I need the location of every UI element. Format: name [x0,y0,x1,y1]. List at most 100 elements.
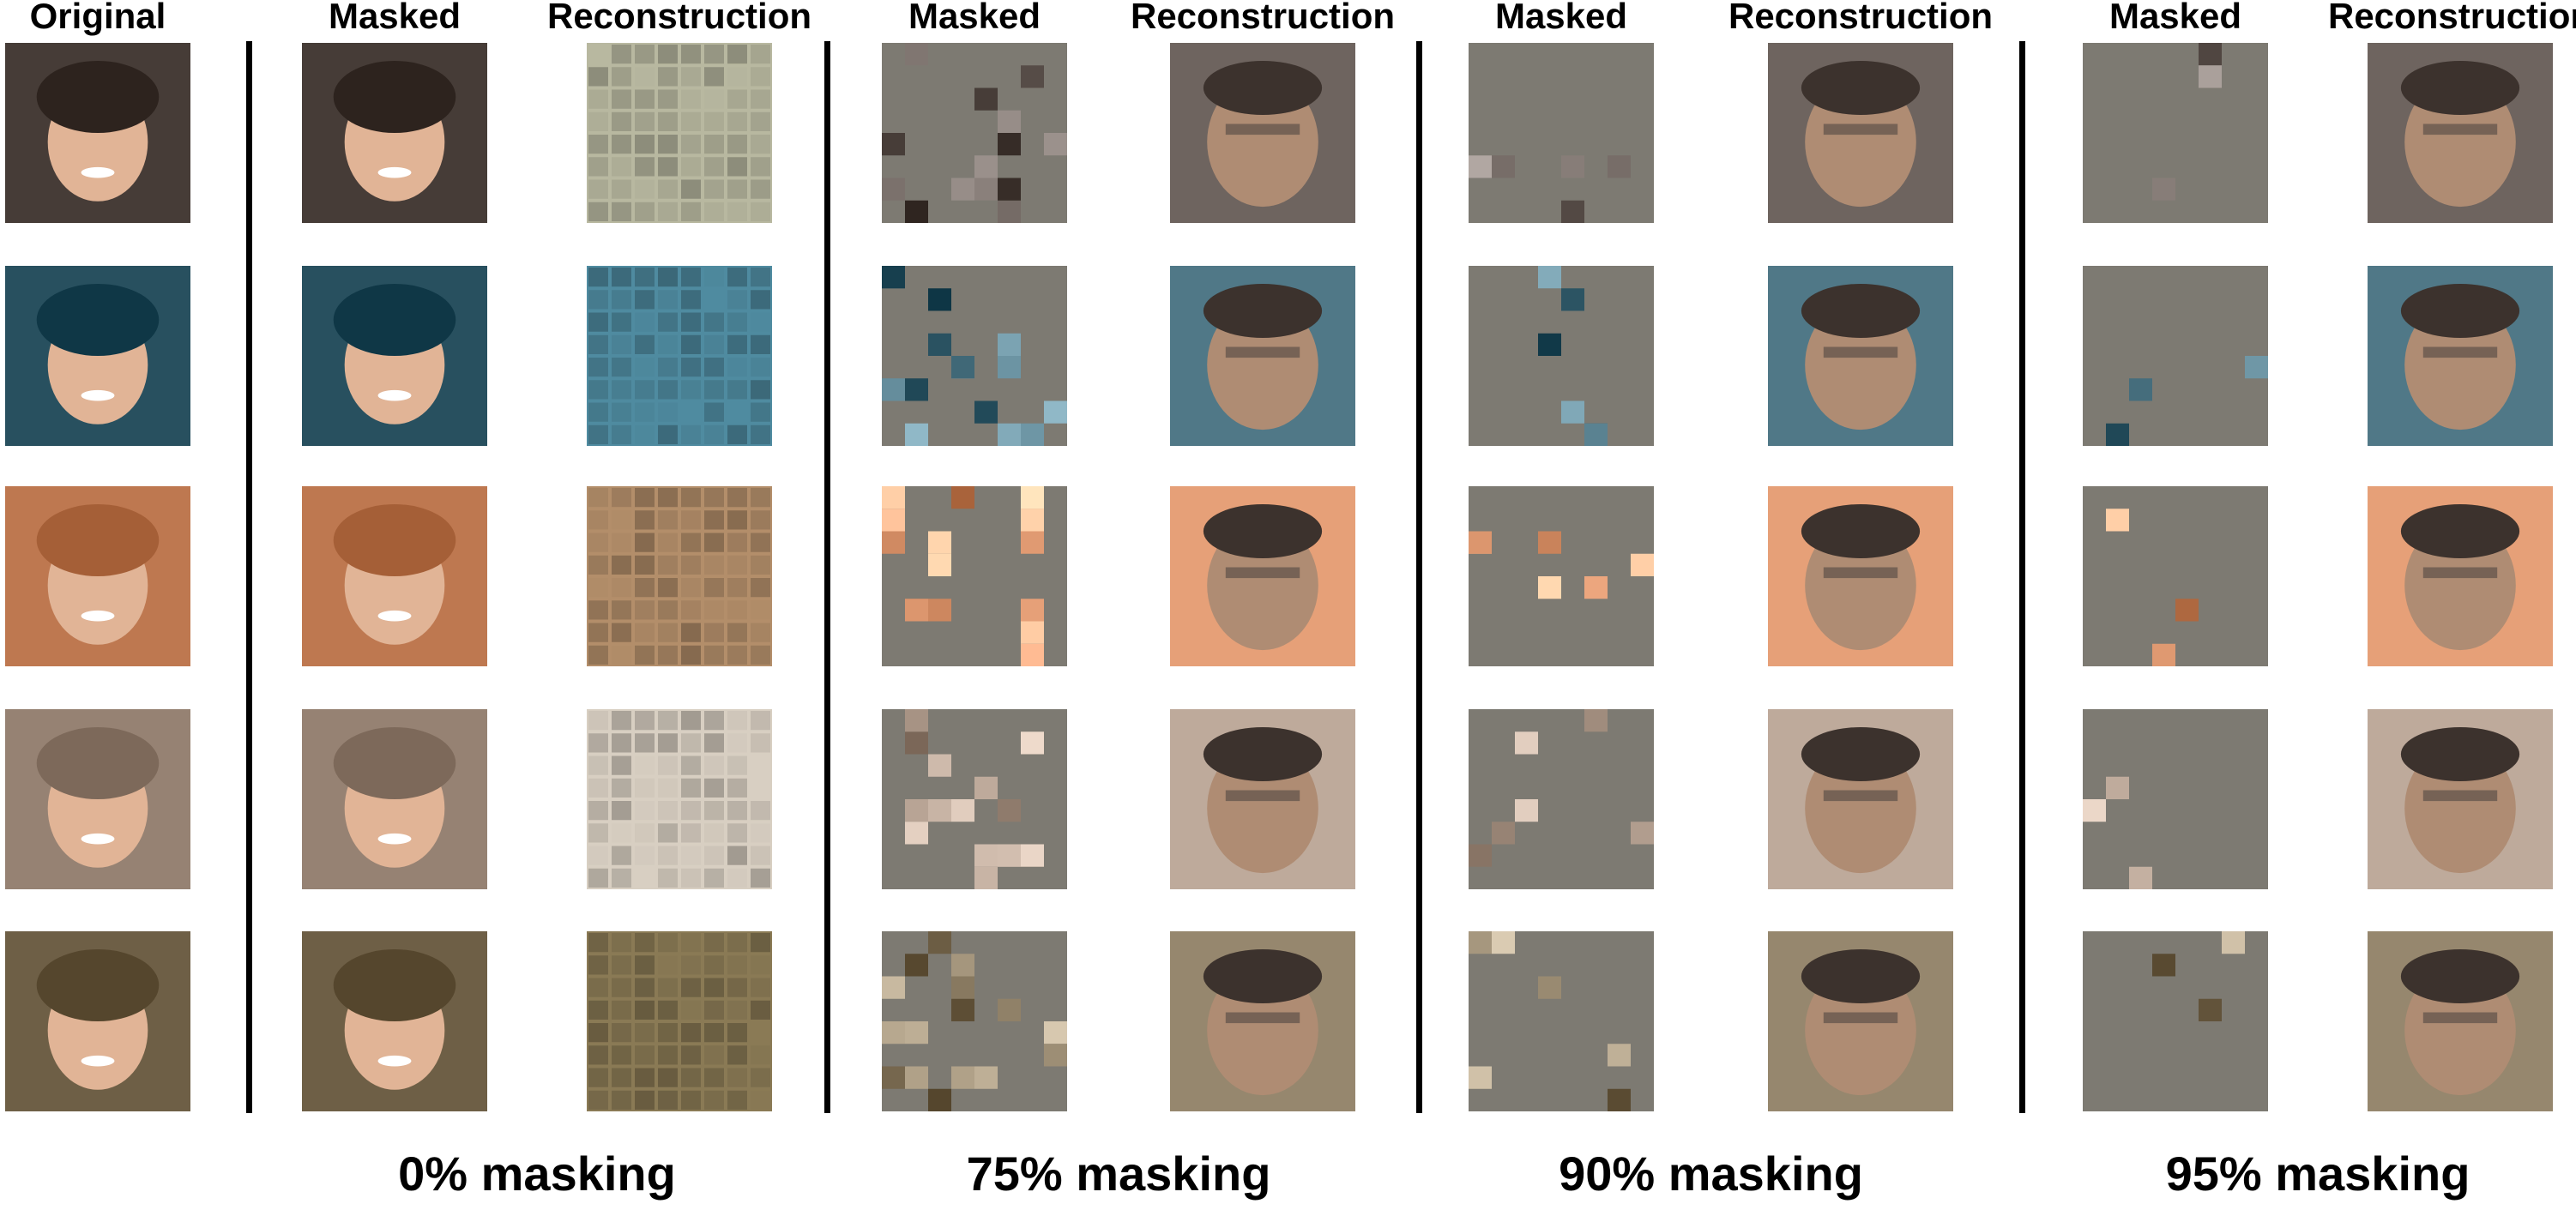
column-header: Reconstruction [2328,0,2576,36]
texture-tile [658,202,678,221]
visible-patch [905,1066,928,1089]
texture-tile [588,510,608,530]
texture-tile [612,380,631,400]
masked-image [882,931,1067,1111]
texture-tile [658,733,678,753]
face-image [5,486,190,666]
texture-tile [751,334,770,354]
texture-tile [612,823,631,842]
visible-patch [974,178,998,201]
texture-tile [727,1000,747,1020]
texture-tile [612,555,631,575]
reconstruction-image [1768,709,1953,889]
masked-image [2083,43,2268,223]
masked-image [1469,709,1654,889]
texture-tile [635,89,655,109]
texture-tile [612,755,631,775]
visible-patch [1608,1044,1631,1067]
visible-patch [998,844,1021,867]
texture-tile [704,933,724,953]
texture-tile [612,533,631,552]
texture-tile [612,1068,631,1087]
visible-patch [1515,731,1538,755]
texture-tile [658,157,678,177]
reconstruction-image [1170,43,1355,223]
face-image [302,266,487,446]
texture-tile [727,533,747,552]
texture-tile [681,600,701,620]
visible-patch [1538,976,1561,999]
texture-tile [588,1000,608,1020]
visible-patch [882,266,905,289]
texture-tile [588,711,608,731]
visible-patch [974,87,998,111]
texture-tile [704,801,724,821]
reconstruction-image [2368,486,2553,666]
texture-tile [635,711,655,731]
texture-tile [635,645,655,665]
glasses [2422,567,2498,579]
texture-tile [727,711,747,731]
texture-tile [727,380,747,400]
texture-tile [704,135,724,154]
texture-tile [612,711,631,731]
texture-tile [612,89,631,109]
texture-tile [704,578,724,598]
texture-tile [635,313,655,332]
texture-tile [658,45,678,64]
texture-tile [681,733,701,753]
texture-tile [658,645,678,665]
texture-tile [588,778,608,798]
texture-tile [751,846,770,865]
texture-tile [635,45,655,64]
texture-tile [612,488,631,508]
visible-patch [998,110,1021,133]
texture-tile [727,978,747,997]
reconstruction-image [2368,931,2553,1111]
texture-tile [704,555,724,575]
texture-tile [681,846,701,865]
texture-tile [635,157,655,177]
texture-tile [612,290,631,310]
masked-image [1469,266,1654,446]
visible-patch [928,599,951,622]
texture-tile [727,67,747,86]
texture-tile [727,645,747,665]
texture-tile [612,778,631,798]
texture-tile [727,1090,747,1110]
hair [333,727,456,799]
visible-patch [974,844,998,867]
mouth [377,610,412,622]
mouth [377,833,412,845]
texture-tile [635,779,655,798]
texture-tile [588,868,608,888]
texture-tile [751,510,770,530]
visible-patch [998,423,1021,446]
texture-tile [727,334,747,354]
texture-tile [704,312,724,332]
visible-patch [905,799,928,822]
group-caption: 95% masking [2166,1147,2470,1201]
masked-image [302,709,487,889]
visible-patch [928,931,951,954]
visible-patch [928,799,951,822]
texture-tile [704,179,724,199]
texture-tile [635,111,655,131]
texture-tile [751,711,770,731]
mouth [377,1055,412,1067]
texture-tile [635,801,655,820]
visible-patch [2106,509,2129,532]
texture-tile [681,933,701,953]
visible-patch [1469,844,1492,867]
blur-hair [1801,949,1921,1003]
visible-patch [882,378,905,401]
texture-tile [588,157,608,177]
texture-tile [751,955,770,974]
masked-image [2083,709,2268,889]
texture-tile [635,202,655,221]
texture-tile [727,312,747,332]
visible-patch [974,155,998,178]
blur-hair [1203,949,1323,1003]
visible-patch [2152,954,2175,977]
